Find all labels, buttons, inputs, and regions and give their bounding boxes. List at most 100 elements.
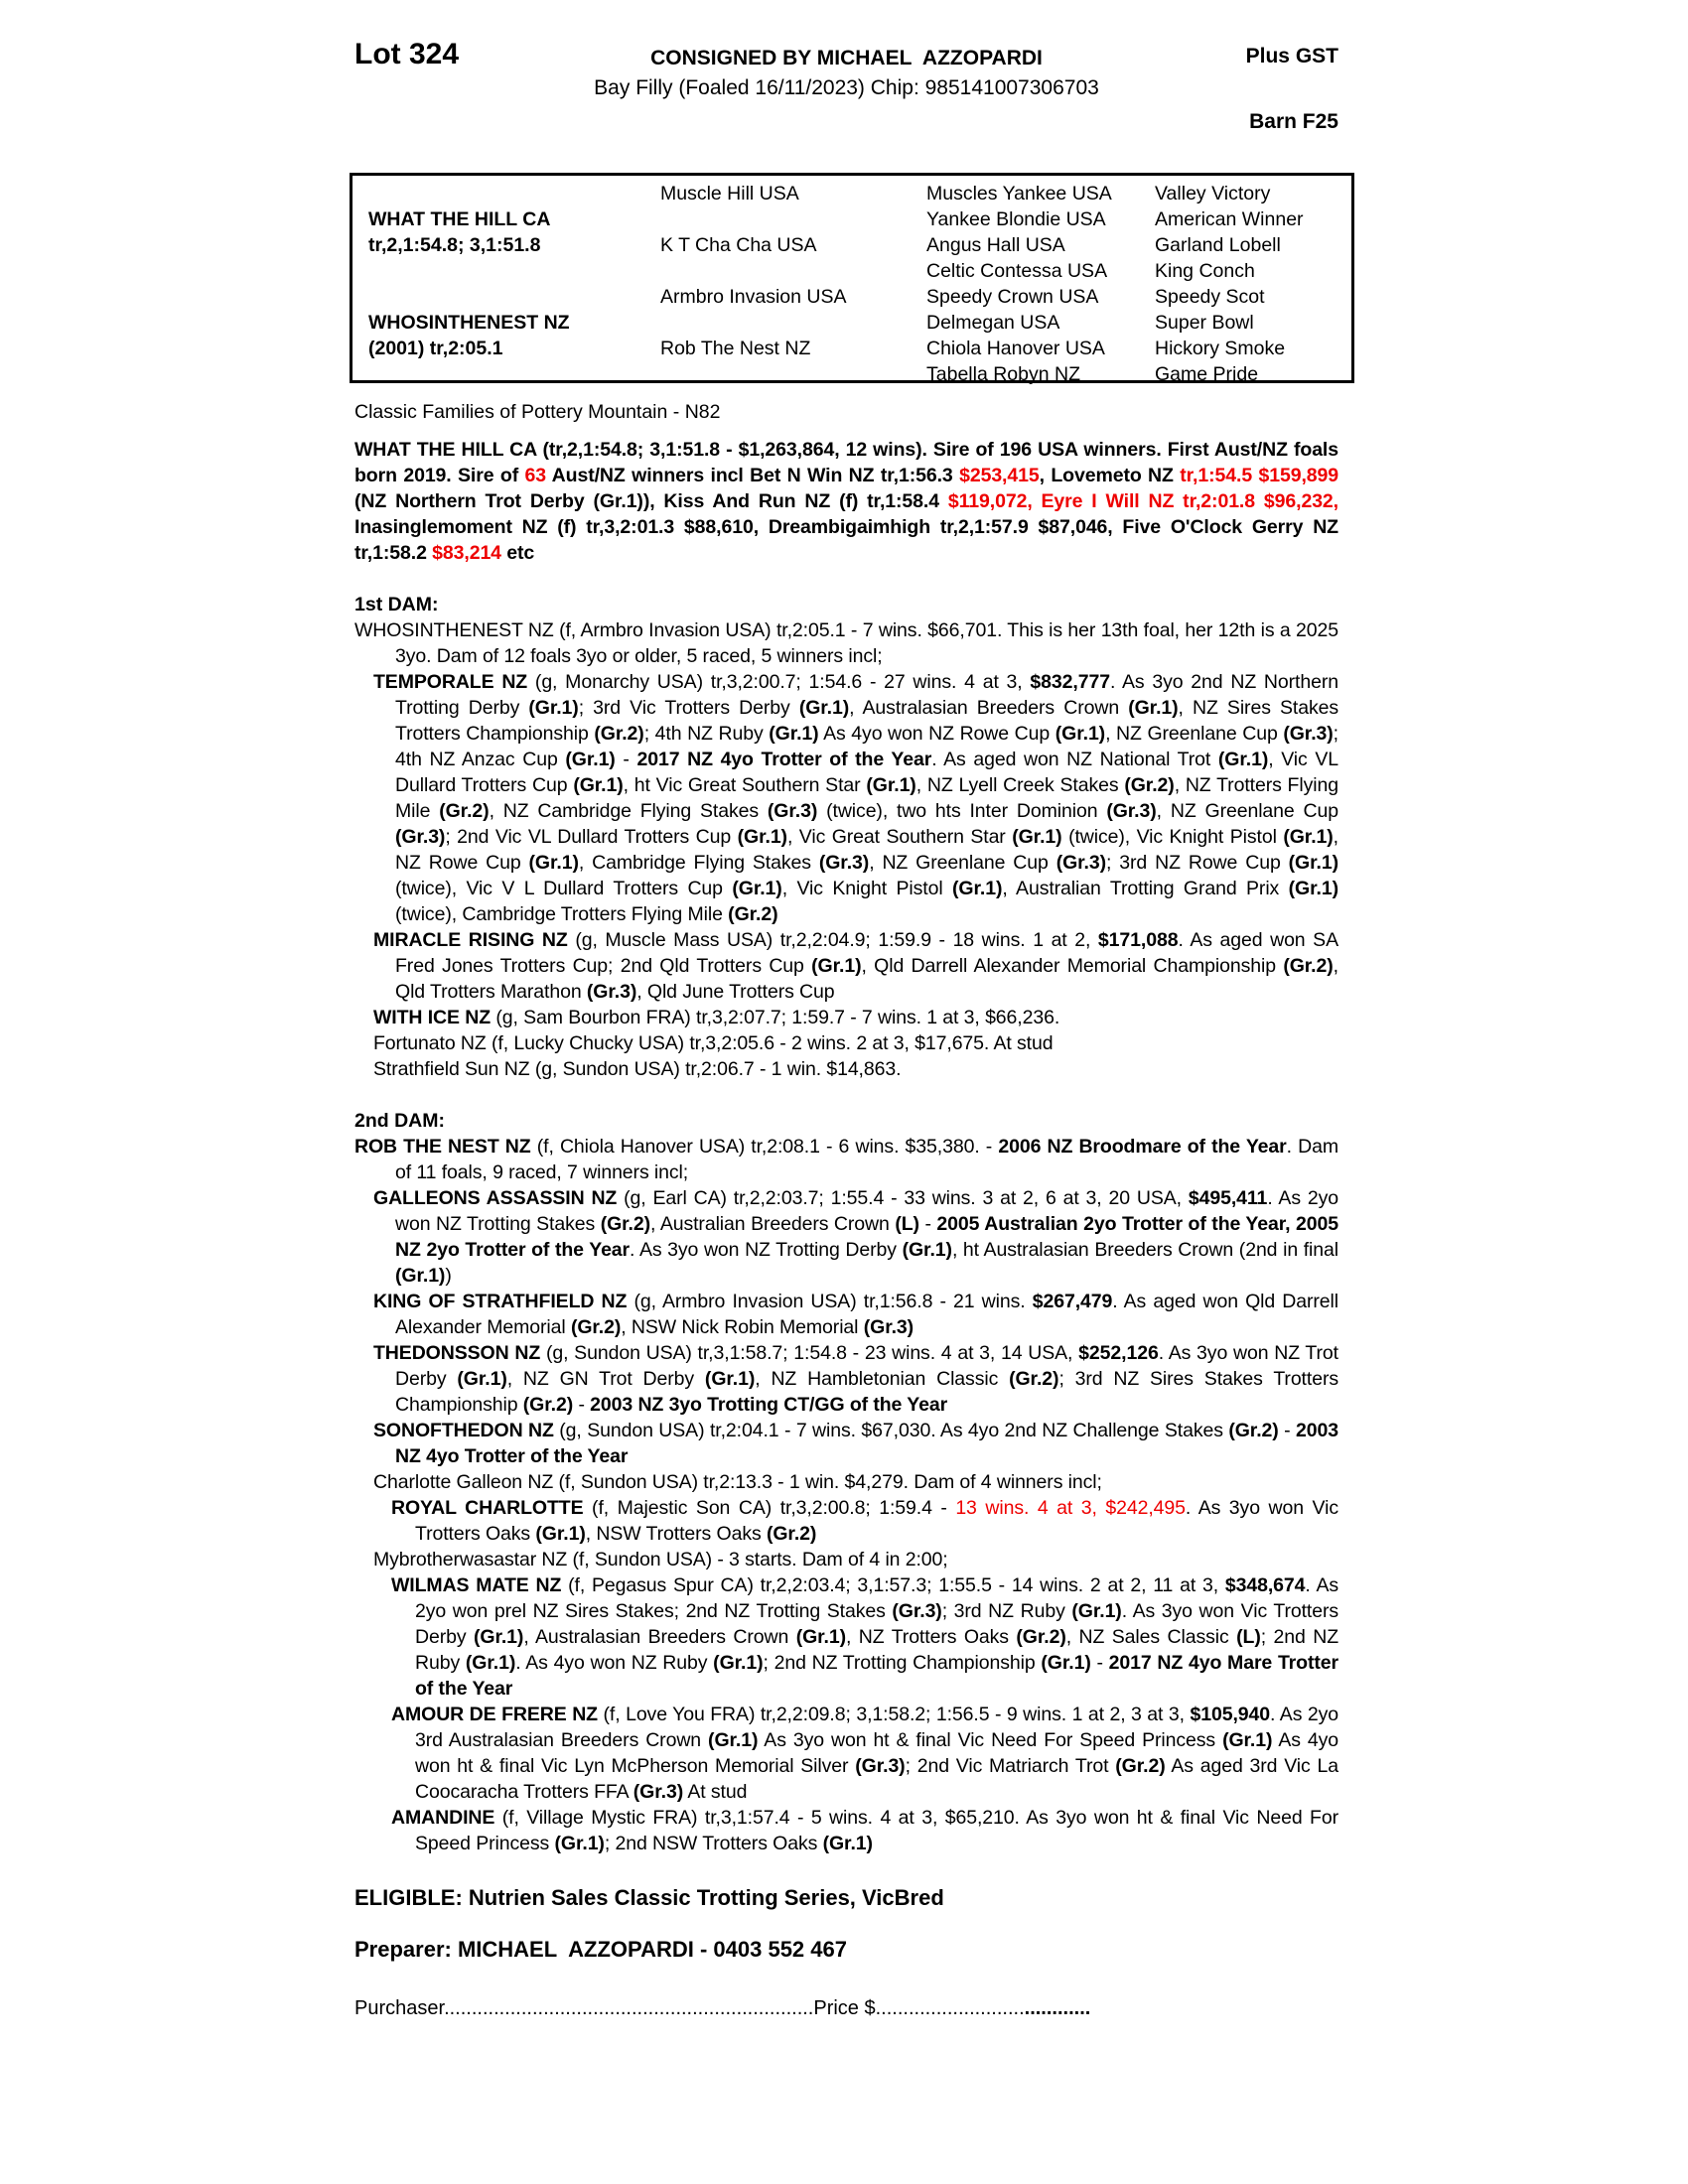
text-run: $171,088 [1097,929,1179,951]
text-run: (Gr.2) [600,1213,651,1235]
text-run: 2003 NZ 4yo Trotter of the Year [395,1420,1338,1467]
gen3-ancestor: Muscles Yankee USA [926,183,1112,205]
text-run: , Lovemeto NZ [1039,465,1181,486]
pedigree-paragraph: WITH ICE NZ (g, Sam Bourbon FRA) tr,3,2:… [354,1005,1338,1030]
text-run: (g, Monarchy USA) tr,3,2:00.7; 1:54.6 - … [527,671,1031,693]
text-run: (Gr.3) [1283,723,1334,745]
text-run: - [918,1213,937,1235]
text-run: (Gr.2) [1016,1626,1066,1648]
text-run: , NZ Greenlane Cup [1105,723,1284,745]
text-run: , NZ Sales Classic [1065,1626,1237,1648]
text-run: (f, Chiola Hanover USA) tr,2:08.1 - 6 wi… [530,1136,999,1158]
pedigree-paragraph: GALLEONS ASSASSIN NZ (g, Earl CA) tr,2,2… [354,1185,1338,1289]
pedigree-paragraph: MIRACLE RISING NZ (g, Muscle Mass USA) t… [354,927,1338,1005]
text-run: (Gr.1) [554,1833,605,1854]
gen3-ancestor: Speedy Crown USA [926,286,1099,308]
text-run: $105,940 [1190,1704,1271,1725]
text-run: (Gr.1) [473,1626,524,1648]
text-run: (Gr.1) [1288,852,1338,874]
text-run: (Gr.2) [439,800,490,822]
text-run: (Gr.3) [767,800,818,822]
text-run: , Qld Trotters Marathon [395,955,1338,1003]
text-run: (Gr.2) [1283,955,1334,977]
text-run: - [1090,1652,1109,1674]
text-run: ; 2nd NZ Trotting Championship [763,1652,1042,1674]
text-run: Inasinglemoment NZ (f) tr,3,2:01.3 $88,6… [354,516,1338,564]
text-run: (twice), two hts Inter Dominion [817,800,1107,822]
text-run: 63 [524,465,547,486]
gen4-ancestor: Garland Lobell [1155,234,1281,256]
text-run: (Gr.3) [1055,852,1107,874]
text-run: WITH ICE NZ [373,1007,492,1028]
foal-details: Bay Filly (Foaled 16/11/2023) Chip: 9851… [594,76,1099,99]
text-run: (Gr.1) [822,1833,873,1854]
pedigree-paragraph: Fortunato NZ (f, Lucky Chucky USA) tr,3,… [354,1030,1338,1056]
text-run: (Gr.2) [570,1316,622,1338]
text-run: . As 3yo won NZ Trotting Derby [630,1239,903,1261]
text-run: (f, Love You FRA) tr,2,2:09.8; 3,1:58.2;… [598,1704,1191,1725]
gen4-ancestor: American Winner [1155,208,1304,230]
purchaser-dots: ........................................… [444,1997,814,2019]
text-run: . As 3yo won Vic Trotters Oaks [415,1497,1338,1545]
text-run: , NZ Sires Stakes Trotters Championship [395,697,1338,745]
gen3-ancestor: Celtic Contessa USA [926,260,1108,282]
text-run: ; 2nd NSW Trotters Oaks [604,1833,823,1854]
text-run: (Gr.2) [1124,774,1175,796]
text-run: . As 3yo won NZ Trot Derby [395,1342,1338,1390]
text-run: (Gr.1) [565,749,616,770]
text-run: (g, Muscle Mass USA) tr,2,2:04.9; 1:59.9… [567,929,1098,951]
text-run: (g, Sam Bourbon FRA) tr,3,2:07.7; 1:59.7… [491,1007,1060,1028]
text-run: (g, Armbro Invasion USA) tr,1:56.8 - 21 … [627,1291,1033,1312]
text-run: (Gr.1) [795,1626,847,1648]
pedigree-paragraph: Mybrotherwasastar NZ (f, Sundon USA) - 3… [354,1547,1338,1572]
text-run: ; 2nd Vic VL Dullard Trotters Cup [445,826,738,848]
text-run: (Gr.1) [1012,826,1062,848]
gen2-ancestor: Armbro Invasion USA [660,286,847,308]
text-run: , NZ GN Trot Derby [506,1368,705,1390]
text-run: As 4yo won NZ Rowe Cup [818,723,1055,745]
text-run: Fortunato NZ (f, Lucky Chucky USA) tr,3,… [373,1032,1054,1054]
text-run: Mybrotherwasastar NZ (f, Sundon USA) - 3… [373,1549,948,1570]
price-dots: ........................... [875,1997,1025,2019]
consignor-title: CONSIGNED BY MICHAEL AZZOPARDI [650,47,1043,69]
sire-name: WHAT THE HILL CA [368,208,551,230]
gen3-ancestor: Chiola Hanover USA [926,338,1105,359]
text-run: , Vic Knight Pistol [781,878,953,899]
text-run: , NZ Greenlane Cup [869,852,1056,874]
text-run: SONOFTHEDON NZ [373,1420,554,1441]
text-run: 13 wins. 4 at 3, $242,495 [955,1497,1186,1519]
text-run: (twice), Vic V L Dullard Trotters Cup [395,878,733,899]
text-run: , Cambridge Flying Stakes [578,852,819,874]
text-run: - [1278,1420,1297,1441]
price-label: Price $ [813,1997,876,2019]
text-run: , NZ Trotters Oaks [846,1626,1017,1648]
text-run: (Gr.3) [633,1781,684,1803]
text-run: , Australian Breeders Crown [650,1213,896,1235]
text-run: KING OF STRATHFIELD NZ [373,1291,628,1312]
gen4-ancestor: Game Pride [1155,363,1259,385]
text-run: ; 2nd NZ Ruby [415,1626,1338,1674]
text-run: (Gr.2) [522,1394,574,1416]
text-run: 2006 NZ Broodmare of the Year [998,1136,1287,1158]
text-run: (Gr.1) [1288,878,1338,899]
text-run: (twice), Vic Knight Pistol [1061,826,1284,848]
page-content: Lot 324 CONSIGNED BY MICHAEL AZZOPARDI P… [350,38,1354,2021]
text-run: (Gr.1) [713,1652,764,1674]
gen4-ancestor: Hickory Smoke [1155,338,1286,359]
text-run: , NZ Rowe Cup [395,826,1338,874]
family-note: Classic Families of Pottery Mountain - N… [354,401,721,423]
text-run: (Gr.1) [737,826,787,848]
text-run: . As 3yo won Vic Trotters Derby [415,1600,1339,1648]
text-run: (Gr.1) [528,697,579,719]
text-run: AMANDINE [391,1807,495,1829]
pedigree-paragraph: Charlotte Galleon NZ (f, Sundon USA) tr,… [354,1469,1338,1495]
text-run: . Dam of 11 foals, 9 raced, 7 winners in… [395,1136,1338,1183]
text-run: Aust/NZ winners incl Bet N Win NZ tr,1:5… [546,465,960,486]
pedigree-paragraph: SONOFTHEDON NZ (g, Sundon USA) tr,2:04.1… [354,1418,1338,1469]
text-run: (Gr.1) [1055,723,1106,745]
pedigree-paragraph: ROYAL CHARLOTTE (f, Majestic Son CA) tr,… [354,1495,1338,1547]
text-run: ROB THE NEST NZ [354,1136,531,1158]
gen3-ancestor: Tabella Robyn NZ [926,363,1080,385]
sire-summary: WHAT THE HILL CA (tr,2,1:54.8; 3,1:51.8 … [354,437,1338,566]
